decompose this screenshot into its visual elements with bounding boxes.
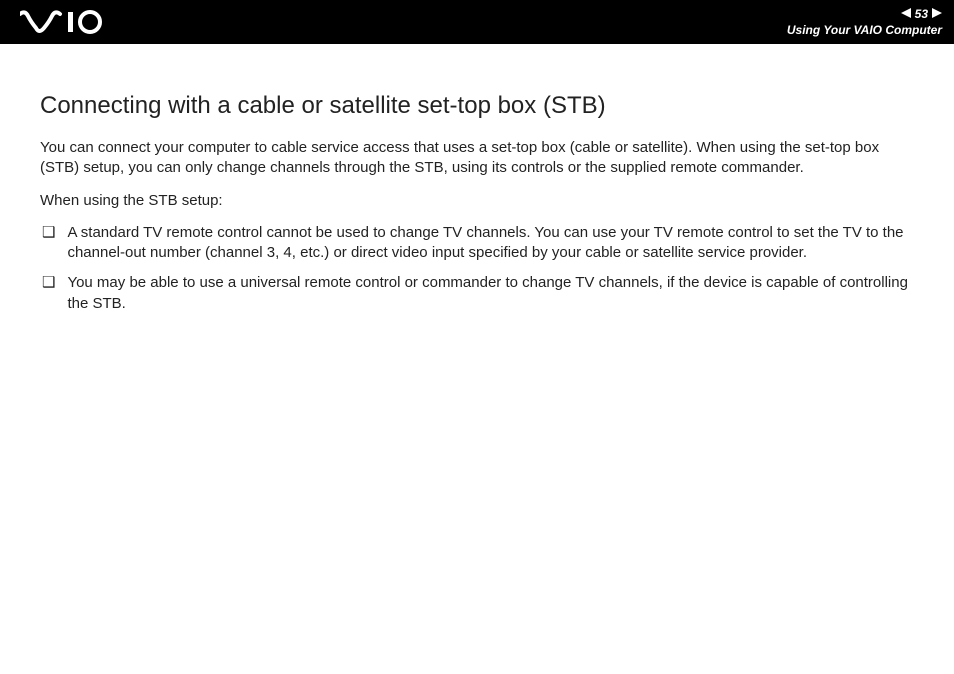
bullet-list: ❑ A standard TV remote control cannot be… [40,223,914,314]
intro-paragraph: You can connect your computer to cable s… [40,138,914,179]
lead-in-paragraph: When using the STB setup: [40,191,914,211]
page-content: Connecting with a cable or satellite set… [0,44,954,314]
prev-page-icon[interactable] [901,7,911,21]
section-label: Using Your VAIO Computer [787,23,942,37]
list-item: ❑ You may be able to use a universal rem… [40,273,914,314]
bullet-text: You may be able to use a universal remot… [67,273,914,314]
bullet-icon: ❑ [42,223,55,243]
page-number: 53 [915,7,928,21]
vaio-logo [20,10,130,34]
next-page-icon[interactable] [932,7,942,21]
page-header: 53 Using Your VAIO Computer [0,0,954,44]
header-right: 53 Using Your VAIO Computer [787,7,942,37]
bullet-icon: ❑ [42,273,55,293]
page-title: Connecting with a cable or satellite set… [40,92,914,120]
page-nav: 53 [901,7,942,21]
list-item: ❑ A standard TV remote control cannot be… [40,223,914,264]
bullet-text: A standard TV remote control cannot be u… [67,223,914,264]
